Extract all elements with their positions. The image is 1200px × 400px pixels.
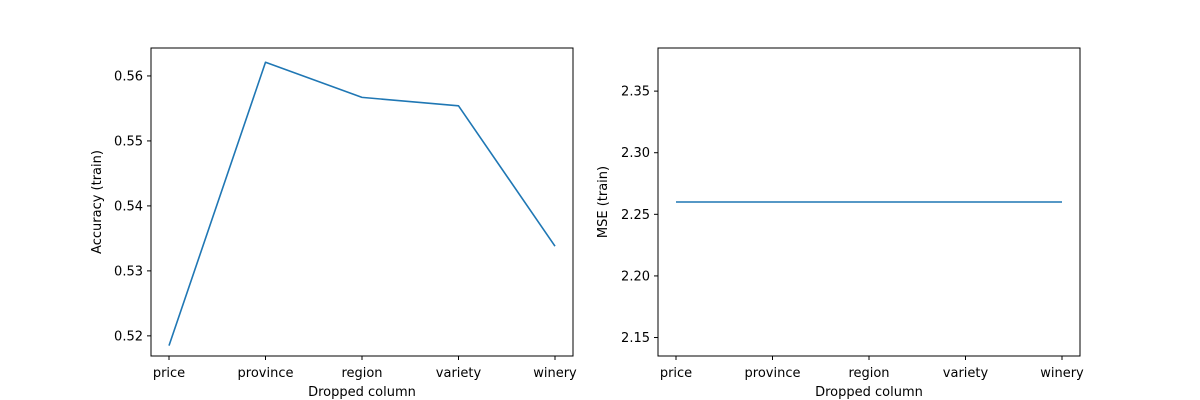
accuracy-y-axis-label: Accuracy (train) [90,150,105,254]
mse-y-tick-label: 2.25 [621,208,650,223]
accuracy-y-tick-label: 0.54 [114,199,143,214]
mse-ticks: price province region variety winery 2.15 2.20… [621,85,1084,381]
mse-y-axis-label: MSE (train) [596,166,611,238]
accuracy-chart: price province region variety winery 0.52 0.53… [90,47,577,400]
mse-y-tick-label: 2.35 [621,85,650,100]
mse-x-tick-label: region [848,366,889,381]
mse-chart: price province region variety winery 2.15 2.20… [596,47,1084,400]
accuracy-y-tick-label: 0.55 [114,134,143,149]
accuracy-x-axis-label: Dropped column [308,385,416,400]
accuracy-x-tick-label: region [341,366,382,381]
accuracy-y-tick-label: 0.52 [114,329,143,344]
accuracy-series-line [168,61,556,346]
accuracy-x-tick-label: variety [436,366,482,381]
mse-y-tick-label: 2.30 [621,146,650,161]
accuracy-x-tick-label: price [153,366,185,381]
accuracy-y-tick-label: 0.53 [114,264,143,279]
mse-y-tick-label: 2.15 [621,331,650,346]
mse-x-tick-label: price [660,366,692,381]
mse-x-tick-label: variety [943,366,989,381]
accuracy-x-tick-label: winery [533,366,577,381]
accuracy-x-tick-label: province [238,366,294,381]
mse-x-tick-label: winery [1040,366,1084,381]
mse-y-tick-label: 2.20 [621,269,650,284]
accuracy-series [168,61,556,346]
accuracy-ticks: price province region variety winery 0.52 0.53… [114,69,577,381]
accuracy-y-tick-label: 0.56 [114,69,143,84]
mse-x-tick-label: province [745,366,801,381]
mse-x-axis-label: Dropped column [815,385,923,400]
